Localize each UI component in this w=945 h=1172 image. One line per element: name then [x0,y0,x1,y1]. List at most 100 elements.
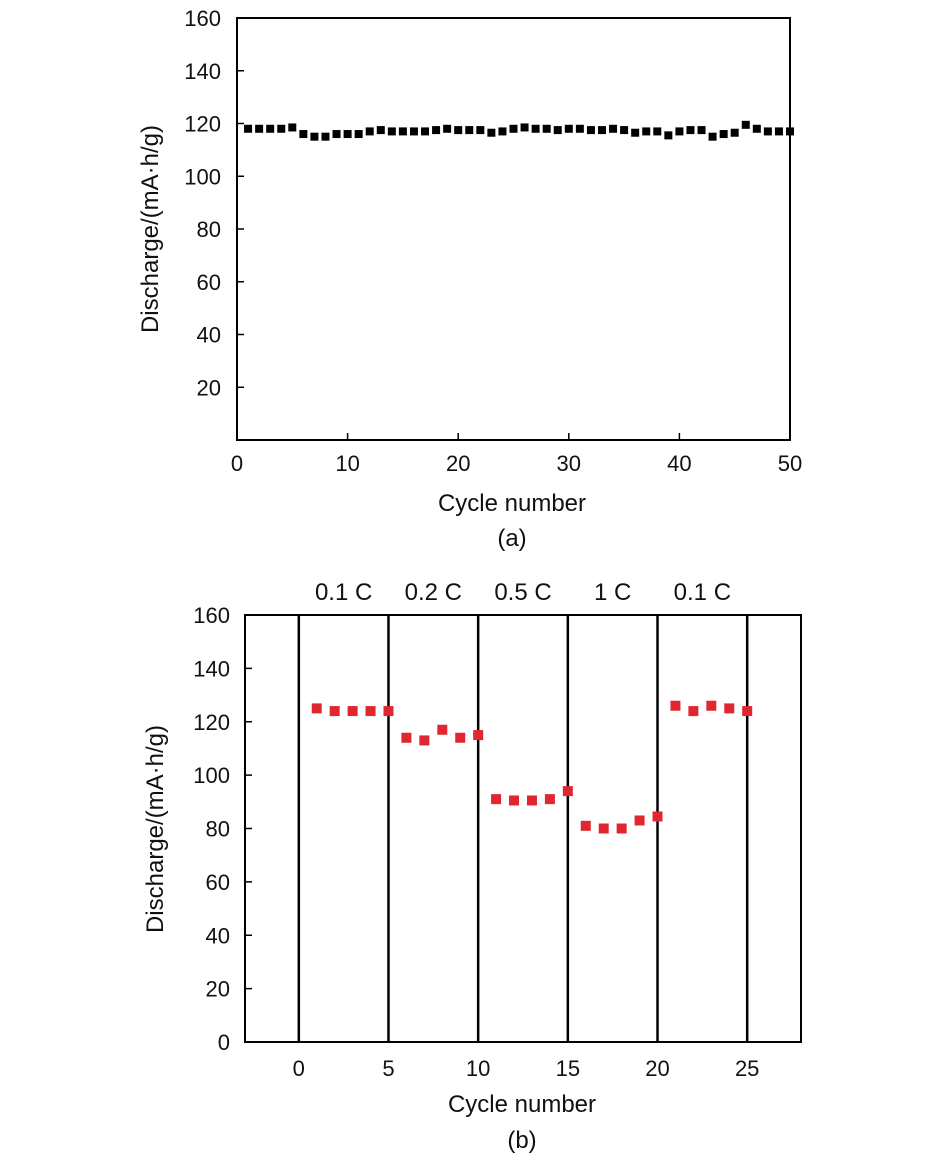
panel-a-data-point [609,124,618,133]
panel-a-x-tick-label: 50 [778,451,802,476]
panel-b-data-point [724,703,735,714]
panel-b-data-point [688,706,699,717]
panel-a-data-point [255,124,264,133]
panel-b-data-point [347,706,358,717]
panel-b-data-point [670,700,681,711]
panel-b-x-tick-label: 5 [382,1056,394,1081]
panel-a-data-point [553,126,562,135]
panel-a-data-point [310,132,319,141]
panel-b-data-point [544,794,555,805]
panel-a-data-point [387,127,396,136]
panel-b-data-point [742,706,753,717]
panel-a-data-point [443,124,452,133]
panel-a-data-point [354,130,363,139]
panel-a-data-point [642,127,651,136]
panel-b-ylabel: Discharge/(mA·h/g) [142,725,169,933]
panel-a-y-tick-label: 40 [197,323,221,348]
panel-b-data-point [562,786,573,797]
panel-a-data-point [520,123,529,132]
panel-b-data-point [598,823,609,834]
panel-a-ylabel: Discharge/(mA·h/g) [137,125,164,333]
panel-a-data-point [476,126,485,135]
panel-a-data-point [686,126,695,135]
panel-b-y-tick-label: 120 [193,710,230,735]
panel-a-y-tick-label: 100 [184,164,221,189]
panel-a-data-point [365,127,374,136]
panel-b-rate-label: 0.2 C [405,579,462,606]
panel-b-data-point [652,811,663,822]
panel-a-data-point [266,124,275,133]
panel-a-data-point [376,126,385,135]
panel-a-data-point [542,124,551,133]
panel-a-data-point [631,128,640,137]
chart-panel-a: (a) Cycle number Discharge/(mA·h/g) 0 10 2… [137,6,802,552]
panel-b-x-tick-label: 10 [466,1056,490,1081]
panel-a-x-tick-label: 10 [335,451,359,476]
panel-b-data-point [455,732,466,743]
panel-a-y-tick-label: 60 [197,270,221,295]
panel-a-data-point [664,131,673,140]
panel-a-data-point [531,124,540,133]
panel-b-y-tick-label: 140 [193,656,230,681]
panel-a-data-point [752,124,761,133]
panel-b-y-tick-label: 20 [206,977,230,1002]
panel-b-data-point [616,823,627,834]
panel-b-y-tick-label: 0 [218,1030,230,1055]
panel-a-y-tick-label: 140 [184,59,221,84]
panel-a-data-point [454,126,463,135]
panel-a-data-point [498,127,507,136]
panel-b-data-point [473,730,484,741]
panel-a-data-point [343,130,352,139]
panel-b-y-tick-label: 40 [206,923,230,948]
panel-a-plot-frame [236,17,791,441]
panel-b-xlabel: Cycle number [448,1091,596,1118]
panel-b-rate-label: 1 C [594,579,631,606]
panel-a-data-point [398,127,407,136]
panel-a-y-tick-label: 20 [197,375,221,400]
panel-a-data-point [708,132,717,141]
panel-a-data-point [244,124,253,133]
panel-b-x-tick-label: 15 [556,1056,580,1081]
panel-b-y-tick-label: 60 [206,870,230,895]
panel-a-data-point [597,126,606,135]
panel-b-data-point [383,706,394,717]
panel-a-x-tick-label: 20 [446,451,470,476]
panel-b-data-point [437,724,448,735]
panel-b-label: (b) [507,1127,536,1154]
panel-a-data-point [321,132,330,141]
panel-b-x-tick-label: 20 [645,1056,669,1081]
panel-a-data-point [697,126,706,135]
panel-b-data-point [706,700,717,711]
panel-a-data-point [432,126,441,135]
panel-a-xlabel: Cycle number [438,490,586,517]
panel-b-y-tick-label: 100 [193,763,230,788]
panel-a-data-point [465,126,474,135]
panel-b-x-tick-label: 0 [293,1056,305,1081]
panel-a-y-tick-label: 120 [184,112,221,137]
panel-a-data-point [409,127,418,136]
panel-a-data-point [763,127,772,136]
panel-a-x-tick-label: 40 [667,451,691,476]
panel-b-data-point [365,706,376,717]
panel-a-data-point [509,124,518,133]
panel-a-data-point [575,124,584,133]
panel-a-data-point [620,126,629,135]
panel-a-y-tick-label: 80 [197,217,221,242]
panel-a-label: (a) [497,525,526,552]
panel-a-x-tick-label: 0 [231,451,243,476]
panel-b-data-point [634,815,645,826]
panel-a-data-point [332,130,341,139]
panel-a-data-point [653,127,662,136]
panel-a-data-point [564,124,573,133]
panel-b-y-tick-label: 160 [193,603,230,628]
panel-b-y-tick-label: 80 [206,817,230,842]
panel-b-plot-frame [244,614,802,1043]
panel-b-data-point [526,795,537,806]
panel-a-data-point [299,130,308,139]
panel-b-data-point [401,732,412,743]
panel-a-data-point [786,127,794,136]
chart-panel-b: (b) Cycle number Discharge/(mA·h/g) 0 5 10… [142,579,802,1154]
panel-a-data-point [288,123,297,132]
panel-a-data-point [277,124,286,133]
